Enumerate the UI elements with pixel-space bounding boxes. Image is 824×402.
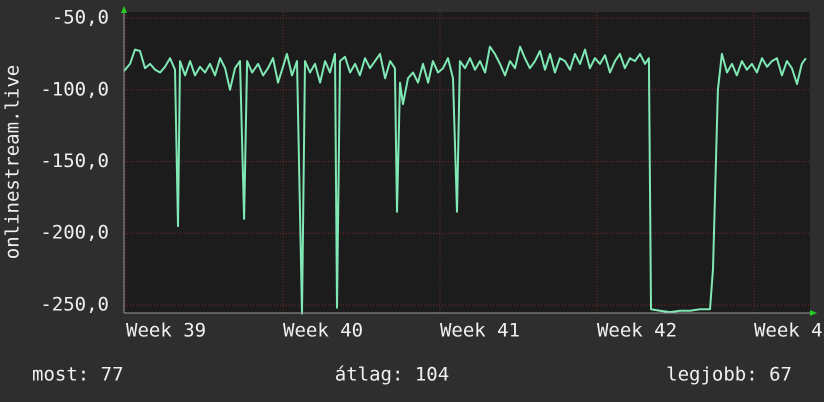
- y-axis-label: onlinestream.live: [2, 65, 24, 259]
- x-tick-label: Week 43: [754, 320, 824, 342]
- y-tick-label: -200,0: [40, 222, 109, 244]
- footer-stat: legjobb: 67: [666, 364, 792, 386]
- x-tick-label: Week 39: [126, 320, 206, 342]
- x-tick-label: Week 41: [440, 320, 520, 342]
- footer-stat: most: 77: [32, 364, 124, 386]
- footer-stat: átlag: 104: [335, 364, 449, 386]
- y-axis-arrow: [121, 6, 127, 13]
- y-tick-label: -50,0: [52, 7, 109, 29]
- grid: [124, 12, 810, 313]
- marks: [123, 45, 807, 315]
- x-tick-label: Week 40: [283, 320, 363, 342]
- y-tick-label: -150,0: [40, 150, 109, 172]
- plot-area: [124, 12, 810, 313]
- y-tick-label: -250,0: [40, 293, 109, 315]
- x-axis-arrow: [810, 310, 817, 316]
- data-line: [123, 45, 807, 315]
- x-tick-label: Week 42: [597, 320, 677, 342]
- y-tick-label: -100,0: [40, 78, 109, 100]
